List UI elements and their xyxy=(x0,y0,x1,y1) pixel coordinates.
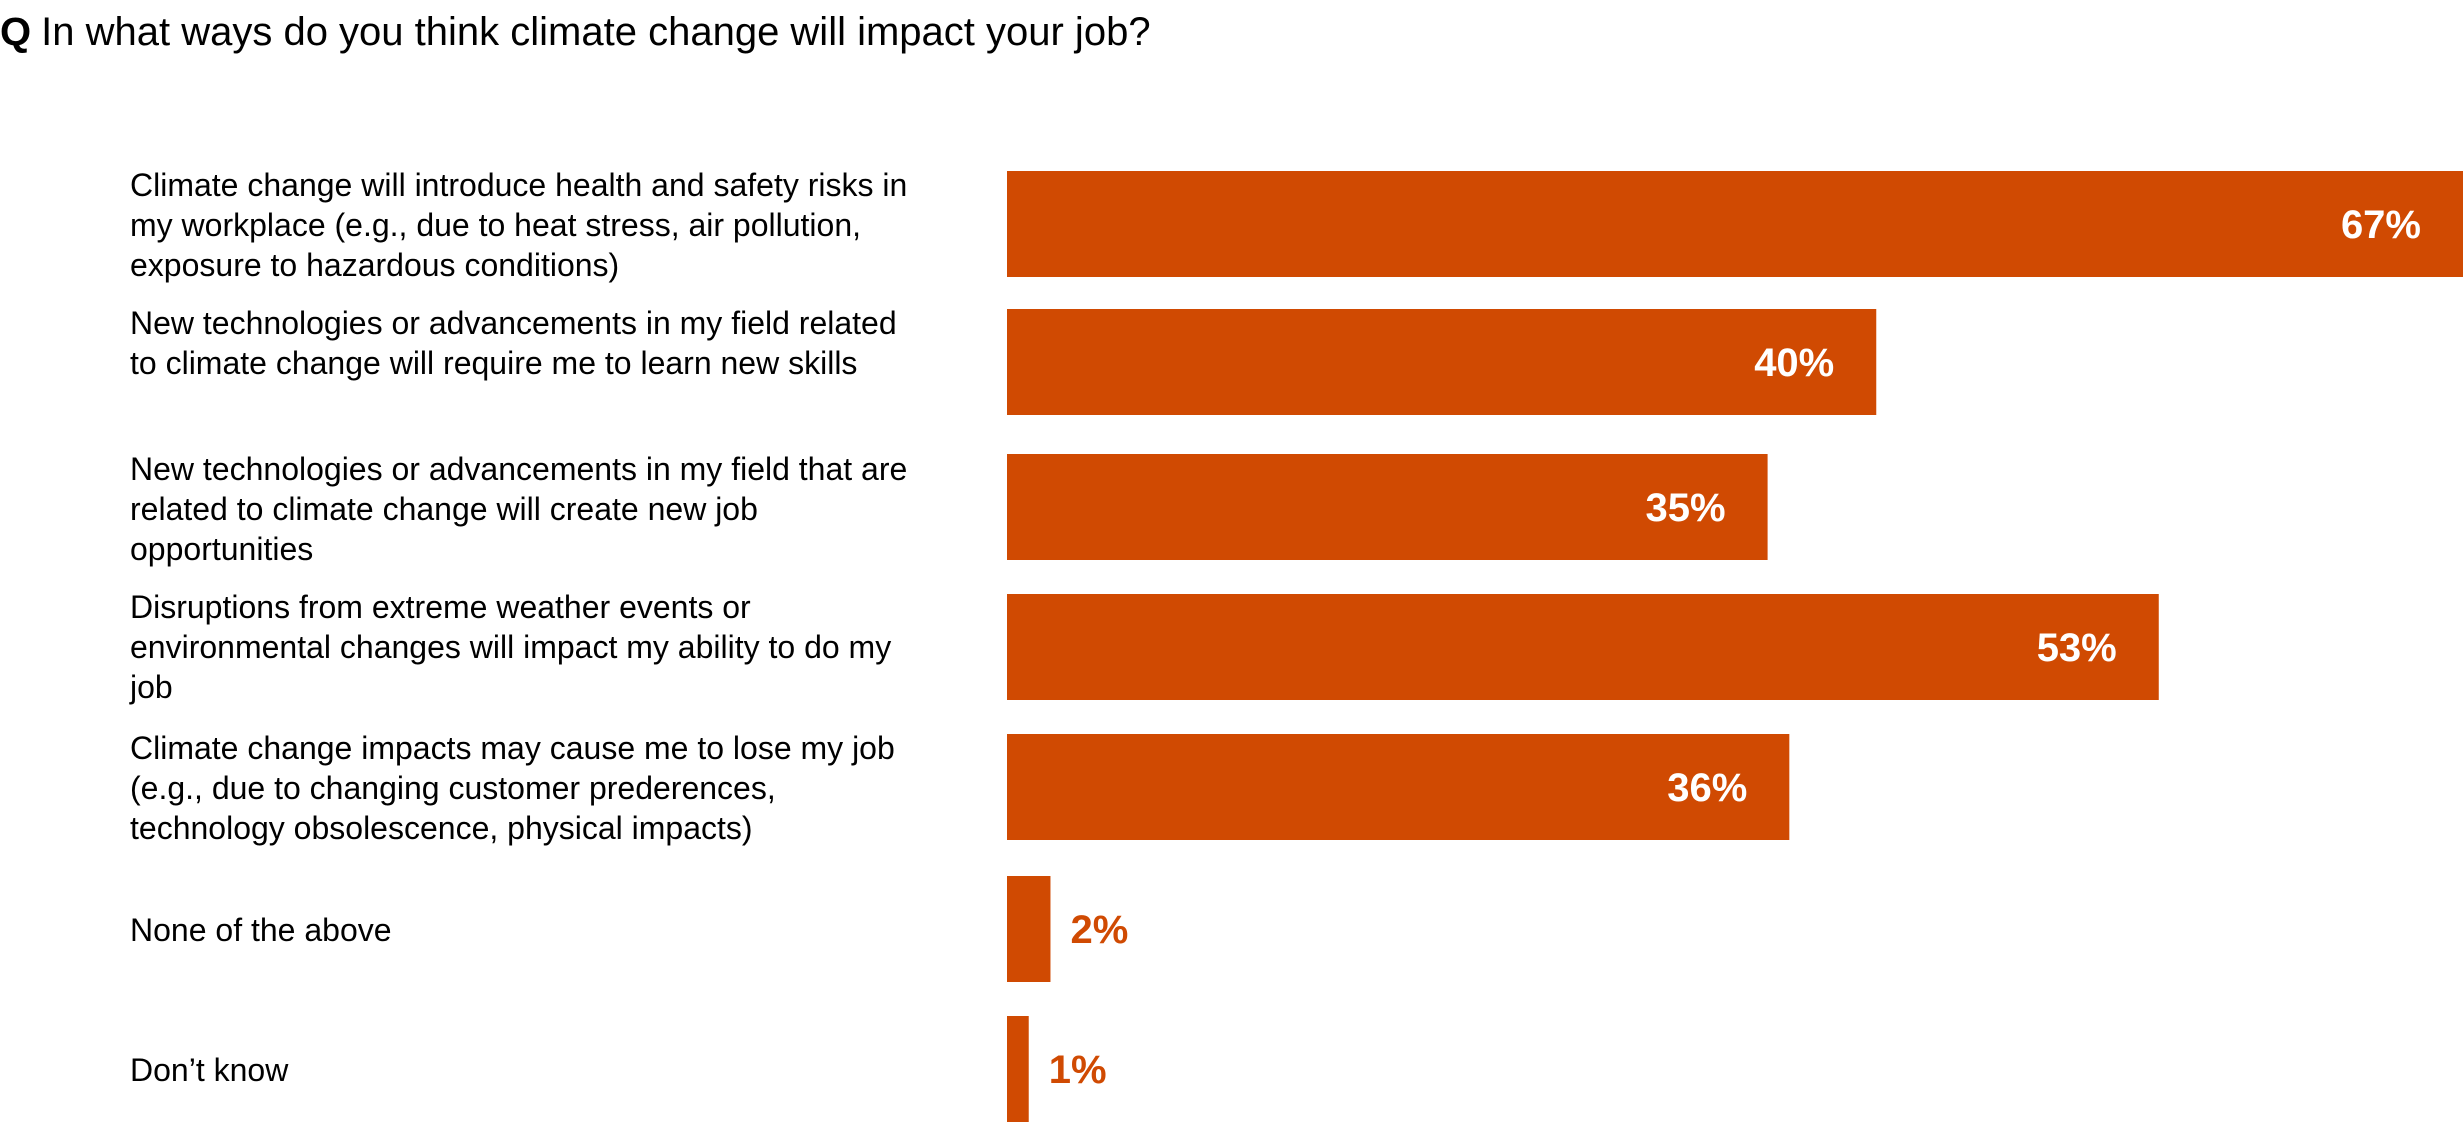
bar-2 xyxy=(1007,309,1877,415)
question-heading: Q In what ways do you think climate chang… xyxy=(0,6,1151,58)
bar-7 xyxy=(1007,1016,1029,1122)
category-label-4: Disruptions from extreme weather events … xyxy=(130,589,892,705)
category-label-1: Climate change will introduce health and… xyxy=(130,167,908,283)
bar-value-label-6: 2% xyxy=(1070,908,1128,952)
question-text: In what ways do you think climate change… xyxy=(41,10,1151,54)
bar-value-label-3: 35% xyxy=(1646,486,1726,530)
category-label-5: Climate change impacts may cause me to l… xyxy=(130,730,895,846)
bar-value-label-2: 40% xyxy=(1754,341,1834,385)
bar-value-label-4: 53% xyxy=(2037,626,2117,670)
bar-4 xyxy=(1007,594,2159,700)
bar-value-label-1: 67% xyxy=(2341,203,2421,247)
bar-value-label-7: 1% xyxy=(1049,1048,1107,1092)
category-label-7: Don’t know xyxy=(130,1052,289,1088)
category-label-3: New technologies or advancements in my f… xyxy=(130,451,908,567)
question-marker: Q xyxy=(0,10,32,54)
bar-3 xyxy=(1007,454,1768,560)
bar-value-label-5: 36% xyxy=(1667,766,1747,810)
category-label-2: New technologies or advancements in my f… xyxy=(130,305,897,381)
bar-5 xyxy=(1007,734,1790,840)
bar-1 xyxy=(1007,171,2463,277)
bar-6 xyxy=(1007,876,1051,982)
category-label-6: None of the above xyxy=(130,912,392,948)
